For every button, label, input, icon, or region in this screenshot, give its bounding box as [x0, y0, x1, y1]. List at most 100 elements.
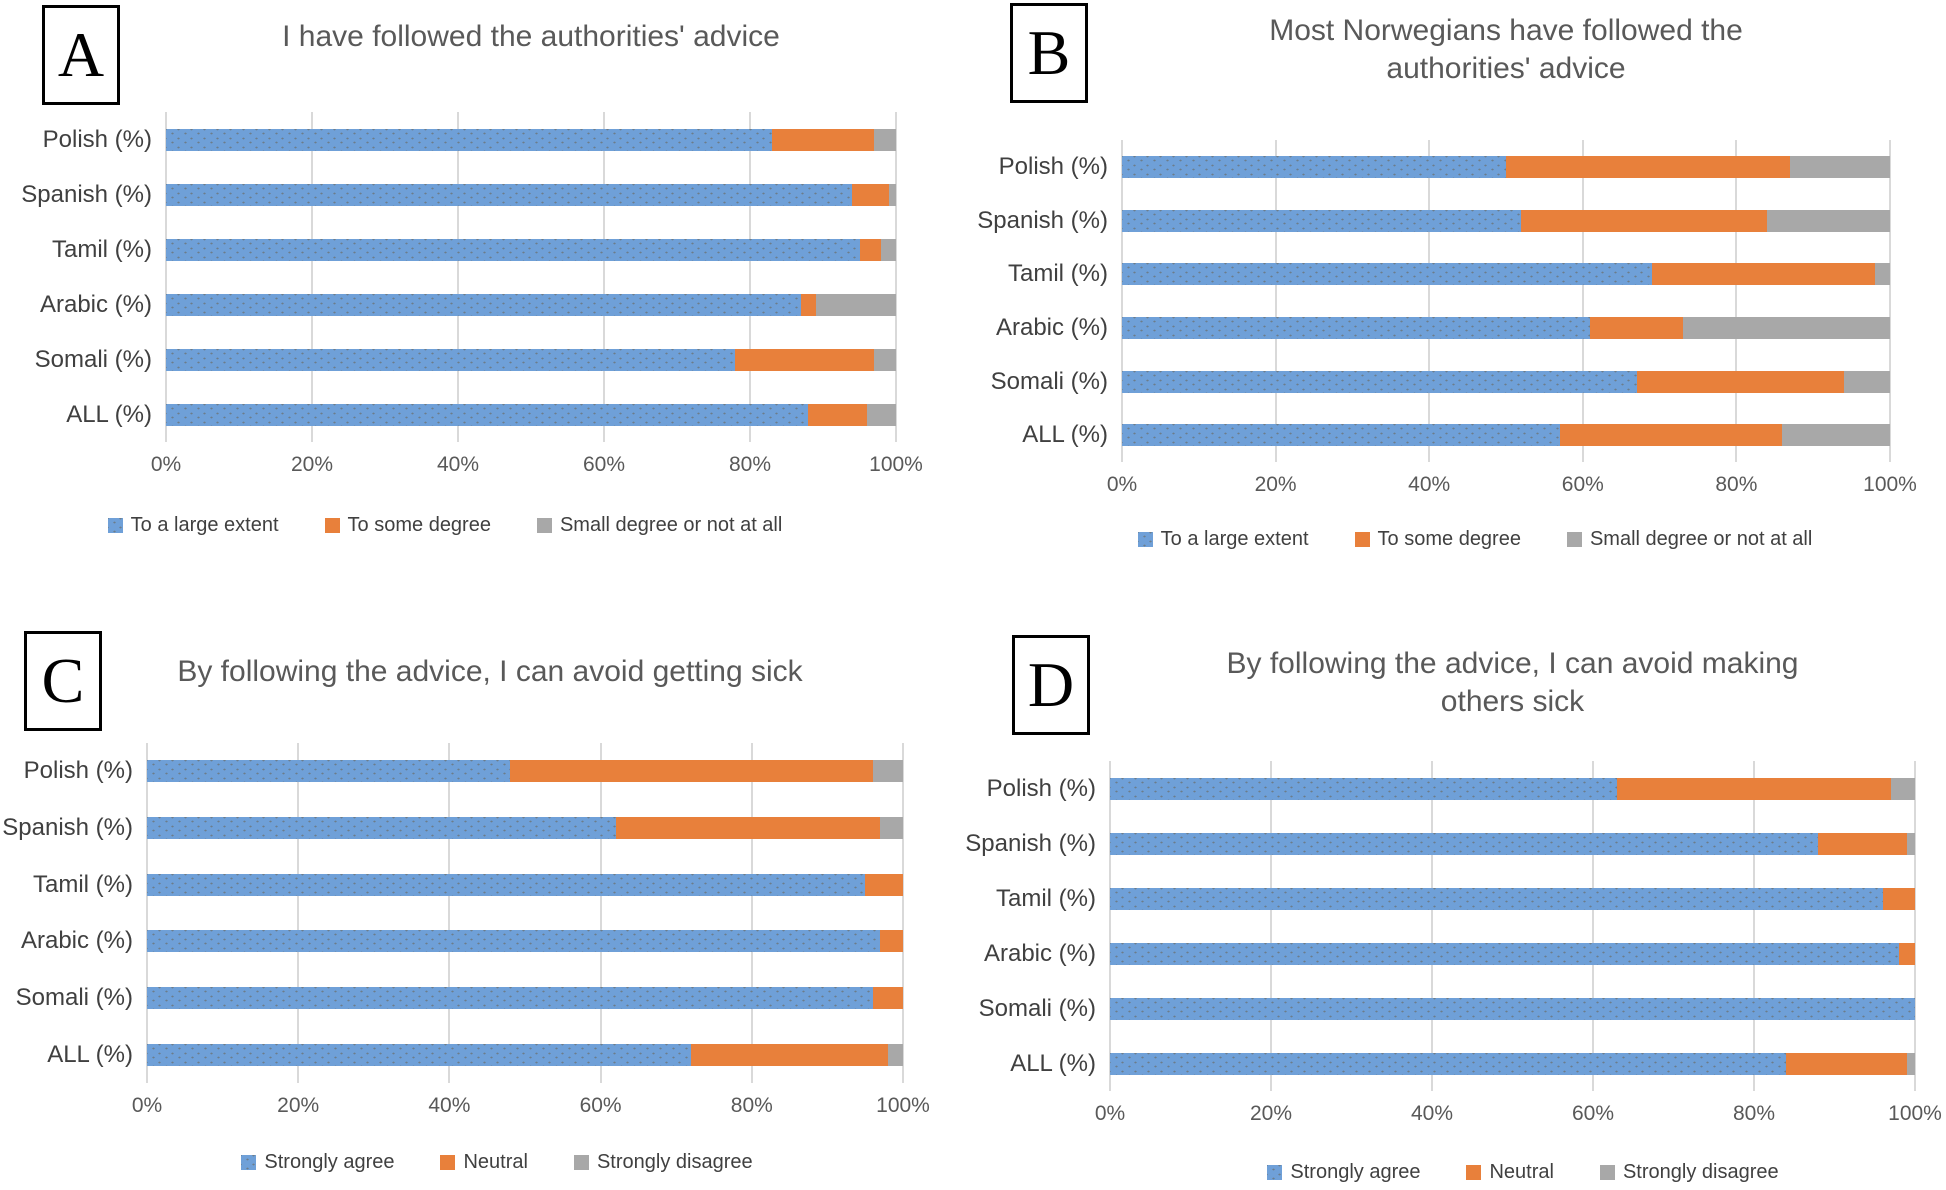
stacked-bar [147, 1043, 903, 1066]
bar-segment-orange [1617, 777, 1891, 800]
bar-segment-gray [872, 760, 903, 783]
x-axis-tick-label: 40% [1410, 1102, 1454, 1125]
bar-segment-blue [147, 987, 873, 1009]
gridline [1914, 761, 1916, 1091]
stacked-bar [1110, 887, 1915, 910]
bar-segment-blue [1110, 997, 1915, 1020]
stacked-bar [166, 348, 896, 371]
gridline [311, 112, 313, 442]
panel-c-letter: C [41, 645, 85, 716]
bar-segment-blue [1110, 1052, 1787, 1075]
bar-segment-gray [1767, 209, 1890, 232]
panel-b-letter-box: B [1010, 3, 1088, 103]
category-label: Polish (%) [998, 152, 1108, 180]
panel-a-plot-area: 0% 20% 40% 60% 80% 100% Polish (%) Spanish (%) T… [21, 112, 923, 476]
panel-d-legend: Strongly agree Neutral Strongly disagree [1153, 1161, 1893, 1184]
category-label: Arabic (%) [20, 927, 133, 955]
category-label: Somali (%) [15, 984, 133, 1011]
panel-c-title: By following the advice, I can avoid get… [100, 653, 880, 691]
legend-label: Strongly agree [1290, 1161, 1421, 1183]
bar-segment-blue [166, 293, 802, 316]
category-label: Spanish (%) [2, 814, 133, 841]
x-axis-tick-label: 60% [582, 453, 626, 476]
bar-segment-orange [1882, 887, 1915, 910]
category-label: Spanish (%) [965, 829, 1096, 857]
stacked-bar [166, 183, 896, 206]
legend-item: To some degree [1354, 528, 1521, 551]
bar-segment-orange [771, 128, 875, 151]
panel-c-legend: Strongly agree Neutral Strongly disagree [147, 1151, 847, 1174]
gridline [1735, 140, 1738, 462]
legend-item: Neutral [440, 1151, 528, 1174]
stacked-bar [1122, 316, 1890, 339]
bar-segment-orange [1506, 155, 1791, 178]
stacked-bar [1122, 209, 1890, 232]
bar-segment-orange [1898, 942, 1915, 965]
panel-d-title: By following the advice, I can avoid mak… [1110, 645, 1915, 721]
bar-segment-blue [1122, 209, 1522, 232]
gridline [895, 112, 897, 442]
bar-segment-orange [880, 930, 903, 953]
bar-segment-blue [1110, 942, 1899, 965]
category-label: Spanish (%) [977, 206, 1108, 234]
legend-label: To some degree [1377, 528, 1521, 550]
x-axis-tick-label: 40% [1408, 473, 1451, 496]
bar-segment-blue [1122, 263, 1652, 286]
stacked-bar [147, 873, 903, 896]
x-axis-tick-label: 20% [1254, 473, 1297, 496]
bar-segment-blue [1110, 777, 1618, 800]
gridline [146, 743, 148, 1083]
bar-segment-orange [1818, 832, 1907, 855]
legend-swatch-orange [440, 1155, 456, 1170]
panel-b-title: Most Norwegians have followed the author… [1122, 12, 1890, 88]
legend-label: Small degree or not at all [1589, 528, 1813, 550]
bar-segment-orange [1559, 424, 1783, 447]
x-axis-tick-label: 0% [1094, 1102, 1126, 1125]
category-label: Somali (%) [34, 345, 152, 373]
category-label: Somali (%) [978, 994, 1096, 1022]
panel-c-plot-area: 0% 20% 40% 60% 80% 100% Polish (%) Spanish (%) T… [2, 743, 930, 1117]
gridline [599, 743, 602, 1083]
panel-a-letter: A [57, 19, 105, 90]
bar-segment-orange [691, 1043, 888, 1066]
category-label: Arabic (%) [39, 290, 152, 318]
panel-d-title-line: By following the advice, I can avoid mak… [1226, 647, 1799, 680]
legend-swatch-blue [107, 518, 123, 533]
bar-segment-blue [147, 760, 510, 783]
bar-segment-gray [1782, 424, 1890, 447]
stacked-bar [147, 760, 903, 783]
stacked-bar [166, 128, 896, 151]
panel-b-title-line: authorities' advice [1386, 52, 1626, 85]
stacked-bar [1110, 997, 1915, 1020]
bar-segment-orange [1636, 370, 1844, 393]
bar-segment-orange [615, 817, 881, 839]
stacked-bar [1122, 263, 1890, 286]
category-label: ALL (%) [1022, 421, 1108, 449]
legend-item: Strongly disagree [1599, 1161, 1779, 1184]
panel-d-title-line: others sick [1440, 685, 1585, 718]
category-label: Polish (%) [42, 125, 152, 153]
bar-segment-orange [735, 348, 875, 371]
category-label: Somali (%) [990, 367, 1108, 395]
legend-label: To some degree [347, 514, 491, 536]
gridline [902, 743, 904, 1083]
stacked-bar [166, 238, 896, 261]
legend-swatch-gray [573, 1155, 589, 1170]
legend-item: Small degree or not at all [1566, 528, 1813, 551]
x-axis-tick-label: 60% [1561, 473, 1604, 496]
x-axis-tick-label: 40% [436, 453, 480, 476]
gridline [749, 112, 751, 442]
bar-segment-gray [866, 403, 896, 426]
category-label: Polish (%) [23, 757, 133, 785]
panel-c-letter-box: C [24, 631, 102, 731]
legend-swatch-blue [241, 1155, 257, 1170]
category-label: Spanish (%) [21, 180, 152, 208]
category-label: Polish (%) [986, 774, 1096, 802]
stacked-bar [166, 403, 896, 426]
legend-swatch-blue [1137, 532, 1153, 547]
x-axis-tick-label: 80% [728, 453, 772, 476]
panel-a-letter-box: A [42, 5, 120, 105]
bar-segment-gray [888, 183, 896, 206]
bar-segment-orange [509, 760, 873, 783]
